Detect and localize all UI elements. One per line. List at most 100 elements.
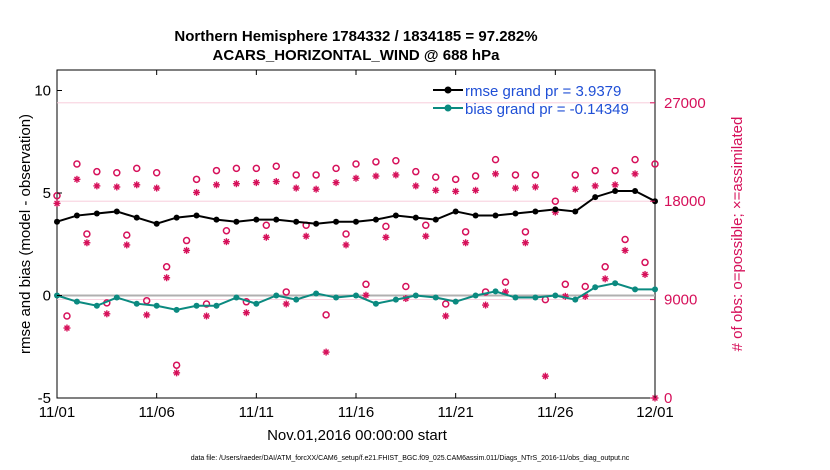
assimilated-obs-point bbox=[571, 185, 579, 193]
rmse-point bbox=[353, 218, 359, 225]
rmse-point bbox=[452, 208, 459, 215]
possible-obs-point bbox=[382, 222, 390, 231]
bias-point bbox=[452, 298, 459, 305]
assimilated-obs-point bbox=[163, 274, 171, 282]
possible-obs-point bbox=[431, 173, 440, 181]
possible-obs-point bbox=[471, 172, 480, 180]
assimilated-obs-point bbox=[103, 310, 111, 318]
bias-point bbox=[372, 300, 379, 307]
possible-obs-point bbox=[132, 164, 141, 173]
series bbox=[53, 155, 659, 402]
assimilated-obs-point bbox=[93, 182, 101, 190]
assimilated-obs-point bbox=[133, 181, 141, 189]
assimilated-obs-point bbox=[611, 181, 619, 189]
possible-obs-point bbox=[212, 166, 221, 175]
assimilated-obs-point bbox=[123, 241, 131, 249]
assimilated-obs-point bbox=[432, 186, 440, 194]
bias-point bbox=[153, 302, 160, 309]
assimilated-obs-point bbox=[521, 239, 529, 247]
y2-tick-label: 0 bbox=[664, 390, 672, 407]
rmse-point bbox=[512, 210, 519, 217]
possible-obs-point bbox=[152, 169, 161, 177]
rmse-point bbox=[492, 212, 499, 219]
assimilated-obs-point bbox=[462, 239, 470, 247]
assimilated-obs-point bbox=[262, 233, 270, 241]
bias-point bbox=[412, 292, 419, 299]
rmse-point bbox=[173, 214, 180, 221]
possible-obs-point bbox=[232, 164, 241, 173]
rmse-point bbox=[293, 218, 300, 225]
bias-point bbox=[73, 298, 80, 305]
x-tick-label: 11/21 bbox=[437, 404, 473, 421]
footnote: data file: /Users/raeder/DAI/ATM_forcXX/… bbox=[191, 455, 630, 462]
possible-obs-point bbox=[83, 230, 91, 238]
chart-title-line2: ACARS_HORIZONTAL_WIND @ 688 hPa bbox=[213, 47, 501, 64]
x-tick-label: 11/16 bbox=[338, 404, 374, 421]
assimilated-obs-point bbox=[531, 183, 539, 191]
possible-obs-point bbox=[123, 231, 131, 239]
possible-obs-point bbox=[93, 167, 101, 176]
assimilated-obs-point bbox=[362, 291, 370, 299]
rmse-point bbox=[153, 220, 160, 227]
legend: rmse grand pr = 3.9379 bias grand pr = -… bbox=[433, 83, 629, 118]
possible-obs-point bbox=[292, 171, 300, 179]
legend-rmse-label: rmse grand pr = 3.9379 bbox=[465, 83, 621, 100]
y2-tick-label: 9000 bbox=[664, 292, 697, 309]
possible-obs-point bbox=[531, 171, 540, 179]
bias-point bbox=[492, 288, 499, 295]
bias-point bbox=[293, 296, 300, 303]
possible-obs-point bbox=[252, 164, 261, 173]
rmse-point bbox=[612, 187, 619, 194]
legend-bias-label: bias grand pr = -0.14349 bbox=[465, 101, 629, 118]
rmse-point bbox=[313, 220, 320, 227]
possible-obs-point bbox=[262, 221, 271, 230]
possible-obs-point bbox=[182, 236, 191, 245]
assimilated-obs-point bbox=[83, 239, 91, 247]
possible-obs-point bbox=[422, 221, 430, 230]
rmse-point bbox=[93, 210, 100, 217]
bias-point bbox=[213, 302, 220, 309]
possible-obs-point bbox=[571, 171, 580, 179]
possible-obs-point bbox=[202, 300, 211, 308]
bias-point bbox=[572, 296, 579, 303]
possible-obs-point bbox=[641, 258, 649, 267]
possible-obs-point bbox=[491, 155, 500, 164]
assimilated-obs-point bbox=[591, 182, 599, 190]
possible-obs-point bbox=[342, 230, 350, 238]
assimilated-obs-point bbox=[482, 301, 490, 309]
assimilated-obs-point bbox=[492, 170, 500, 178]
assimilated-obs-point bbox=[212, 181, 220, 189]
y-axis-label: rmse and bias (model - observation) bbox=[17, 114, 34, 354]
assimilated-obs-point bbox=[322, 348, 330, 356]
assimilated-obs-point bbox=[511, 184, 519, 192]
rmse-point bbox=[552, 206, 559, 213]
plot-area bbox=[56, 69, 656, 399]
bias-point bbox=[353, 292, 359, 299]
rmse-point bbox=[532, 208, 539, 215]
bias-point bbox=[273, 292, 280, 299]
rmse-point bbox=[273, 216, 280, 223]
assimilated-obs-point bbox=[342, 241, 350, 249]
possible-obs-point bbox=[192, 175, 201, 184]
assimilated-obs-point bbox=[272, 178, 280, 186]
assimilated-obs-point bbox=[541, 372, 549, 380]
axes: 11/01 11/06 11/11 11/16 11/21 11/26 12/01 -5 0 5 1… bbox=[34, 70, 706, 421]
bias-point bbox=[652, 286, 658, 293]
assimilated-obs-point bbox=[631, 170, 639, 178]
rmse-point bbox=[412, 214, 419, 221]
possible-obs-point bbox=[322, 311, 330, 319]
assimilated-obs-point bbox=[53, 199, 61, 207]
assimilated-obs-point bbox=[302, 232, 310, 240]
bias-point bbox=[432, 294, 439, 301]
y-tick-label: -5 bbox=[38, 390, 51, 407]
assimilated-obs-point bbox=[282, 300, 290, 308]
possible-obs-point bbox=[651, 160, 659, 168]
bias-point bbox=[632, 286, 639, 293]
possible-obs-point bbox=[282, 288, 290, 296]
rmse-point bbox=[253, 216, 260, 223]
y2-tick-label: 18000 bbox=[664, 193, 706, 210]
bias-point bbox=[472, 292, 479, 299]
assimilated-obs-point bbox=[372, 172, 380, 180]
rmse-point bbox=[333, 218, 340, 225]
